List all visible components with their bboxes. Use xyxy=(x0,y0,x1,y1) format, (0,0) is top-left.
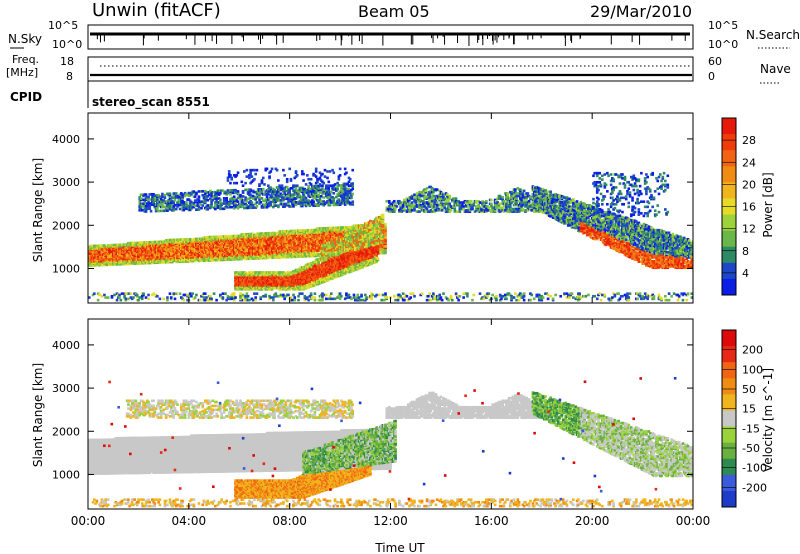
scatter-cell xyxy=(119,257,123,261)
scatter-cell xyxy=(384,225,387,229)
nsearch-label: N.Search xyxy=(746,28,800,42)
freq-tick-bottom: 8 xyxy=(66,70,73,83)
freq-label: Freq. xyxy=(12,53,39,66)
nsky-label: N.Sky xyxy=(8,32,42,46)
nsky-tick-top: 10^5 xyxy=(48,19,78,32)
scatter-cell xyxy=(311,270,314,274)
power-heatmap xyxy=(88,167,693,302)
scatter-cell xyxy=(384,233,387,237)
scatter-cell xyxy=(176,260,179,264)
scatter-cell xyxy=(221,249,225,253)
scatter-cell xyxy=(158,261,162,264)
scatter-cell xyxy=(331,277,334,280)
scatter-cell xyxy=(266,242,270,245)
scatter-cell xyxy=(132,258,135,262)
nave-label: Nave xyxy=(760,62,791,76)
cpid-label: CPID xyxy=(10,90,42,104)
scatter-cell xyxy=(292,236,295,239)
beam-title: Beam 05 xyxy=(358,2,430,21)
freq-unit: [MHz] xyxy=(6,66,38,79)
cpid-value: stereo_scan 8551 xyxy=(92,95,210,110)
nave-tick-bottom: 0 xyxy=(708,70,715,83)
scatter-cell xyxy=(128,245,131,249)
nsky-tick-bottom: 10^0 xyxy=(52,38,82,51)
nave-tick-top: 60 xyxy=(708,55,722,68)
nsky-panel xyxy=(87,24,694,50)
scatter-cell xyxy=(307,244,310,248)
freq-tick-top: 18 xyxy=(60,55,74,68)
scatter-cell xyxy=(279,256,283,259)
scatter-cell xyxy=(103,244,106,247)
scatter-cell xyxy=(327,263,331,266)
freq-panel xyxy=(87,56,694,82)
scatter-cell xyxy=(384,238,387,242)
scatter-cell xyxy=(275,231,279,235)
scatter-cell xyxy=(384,250,387,253)
scatter-cell xyxy=(336,231,339,235)
scatter-cell xyxy=(217,235,221,239)
scatter-cell xyxy=(307,286,310,289)
scatter-cell xyxy=(185,249,188,253)
scatter-cell xyxy=(384,245,387,248)
scatter-cell xyxy=(384,223,387,226)
station-title: Unwin (fitACF) xyxy=(92,0,221,21)
scatter-cell xyxy=(183,257,187,261)
scatter-cell xyxy=(185,240,188,244)
scatter-cell xyxy=(309,261,313,265)
nsky-spikes xyxy=(96,34,686,46)
scatter-cell xyxy=(249,271,252,274)
scatter-cell xyxy=(277,280,280,283)
scatter-cell xyxy=(316,237,319,241)
nsearch-tick-bottom: 10^0 xyxy=(708,38,738,51)
scatter-cell xyxy=(240,257,244,261)
nsearch-tick-top: 10^5 xyxy=(708,19,738,32)
date-title: 29/Mar/2010 xyxy=(590,2,692,21)
